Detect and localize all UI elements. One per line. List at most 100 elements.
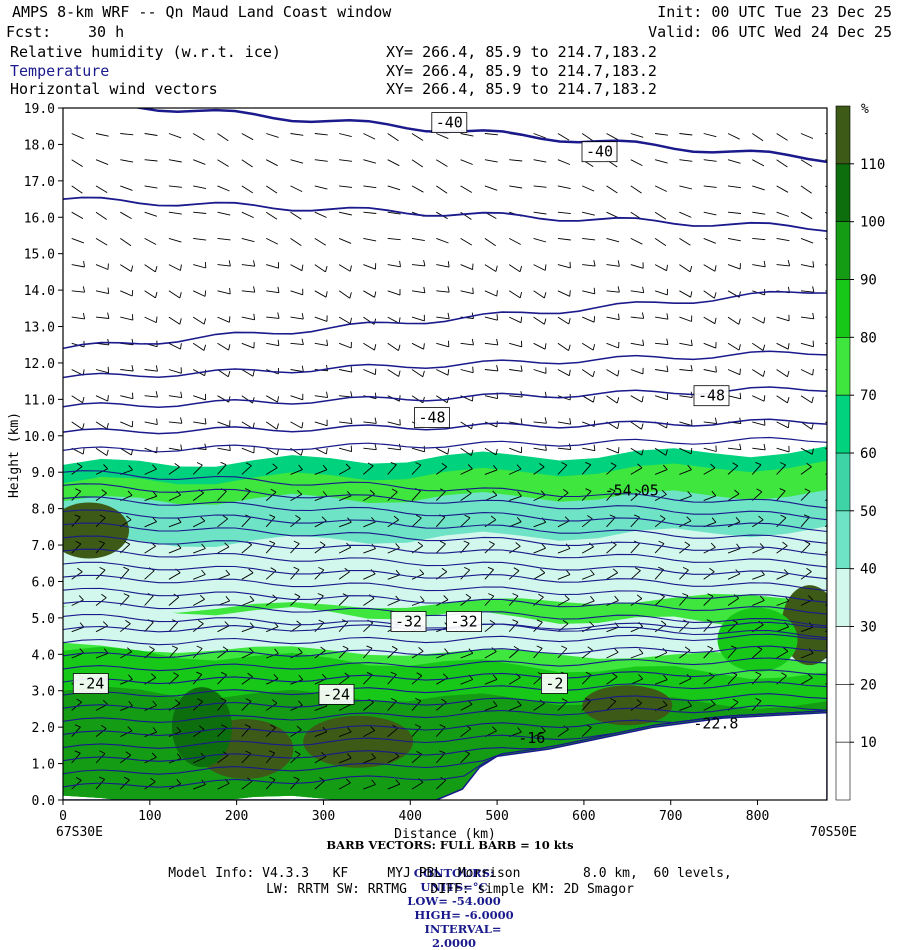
y-tick-label: 12.0 xyxy=(24,357,55,372)
x-tick-label: 500 xyxy=(485,809,508,824)
y-tick-label: 17.0 xyxy=(24,175,55,190)
wind-barb-flag xyxy=(473,288,474,294)
colorbar-label: 90 xyxy=(860,273,877,289)
wind-barb-flag xyxy=(132,314,133,320)
wind-barb-flag xyxy=(108,367,109,373)
wind-barb-flag xyxy=(570,290,571,296)
colorbar-segment xyxy=(836,280,850,338)
wind-barb-flag xyxy=(400,419,401,425)
model-physics: LW: RRTM SW: RRTMG DIFF: simple KM: 2D S… xyxy=(0,882,900,897)
wind-barb-flag xyxy=(829,567,834,570)
wind-barb-flag xyxy=(829,515,834,518)
wind-barb-flag xyxy=(230,288,231,294)
contours-interval-value: 2.0000 xyxy=(432,936,476,950)
y-tick-label: 6.0 xyxy=(32,575,55,590)
wind-barb-flag xyxy=(497,314,498,320)
x-tick-label: 100 xyxy=(138,809,161,824)
y-tick-label: 19.0 xyxy=(24,102,55,117)
y-tick-label: 0.0 xyxy=(32,794,55,809)
wind-barb-flag xyxy=(132,393,133,399)
barb-note: BARB VECTORS: FULL BARB = 10 kts xyxy=(0,838,900,852)
y-tick-label: 5.0 xyxy=(32,612,55,627)
colorbar-segment xyxy=(836,164,850,222)
y-tick-label: 13.0 xyxy=(24,321,55,336)
wind-barb-flag xyxy=(132,290,133,296)
colorbar-label: 80 xyxy=(860,330,877,346)
y-tick-label: 7.0 xyxy=(32,539,55,554)
contour-label: -22.8 xyxy=(693,715,738,733)
x-tick-label: 200 xyxy=(225,809,248,824)
x-tick-label: 300 xyxy=(312,809,335,824)
wind-barb-flag xyxy=(497,290,498,296)
wind-barb-flag xyxy=(740,369,741,375)
wind-barb-flag xyxy=(831,490,836,494)
y-tick-label: 2.0 xyxy=(32,721,55,736)
wind-barb-flag xyxy=(400,395,401,401)
contour-label: -16 xyxy=(518,729,545,747)
colorbar-segment xyxy=(836,337,850,395)
colorbar-segment xyxy=(836,627,850,685)
x-tick-label: 400 xyxy=(399,809,422,824)
contour-label: -40 xyxy=(436,114,463,132)
wind-barb-flag xyxy=(740,393,741,399)
y-tick-label: 16.0 xyxy=(24,211,55,226)
y-tick-label: 15.0 xyxy=(24,248,55,263)
colorbar-segment xyxy=(836,569,850,627)
contours-interval: INTERVAL= xyxy=(424,922,501,936)
colorbar-segment xyxy=(836,453,850,511)
x-axis: 0 100 200 300 400 500 600 700 800 xyxy=(59,800,769,824)
rh-blob-80 xyxy=(718,608,798,672)
contour-label: -24 xyxy=(323,685,350,703)
colorbar-unit: % xyxy=(861,102,869,117)
wind-barb-flag xyxy=(594,316,595,322)
colorbar-label: 70 xyxy=(860,388,877,404)
y-tick-label: 9.0 xyxy=(32,466,55,481)
wind-barb-flag xyxy=(594,288,595,294)
contour-label: -24 xyxy=(77,675,104,693)
colorbar-segment xyxy=(836,742,850,800)
colorbar-label: 50 xyxy=(860,504,877,520)
colorbar-label: 40 xyxy=(860,562,877,578)
x-tick-label: 600 xyxy=(572,809,595,824)
x-tick-label: 0 xyxy=(59,809,67,824)
contour-label: -32 xyxy=(395,613,422,631)
contour-label: -54.05 xyxy=(605,481,659,499)
x-tick-label: 700 xyxy=(659,809,682,824)
colorbar-segment xyxy=(836,395,850,453)
y-tick-label: 1.0 xyxy=(32,758,55,773)
y-tick-label: 3.0 xyxy=(32,685,55,700)
contours-high: HIGH= -6.0000 xyxy=(414,908,513,922)
model-info: Model Info: V4.3.3 KF MYJ PBL Morrison 8… xyxy=(0,866,900,881)
wind-barb-flag xyxy=(828,541,834,543)
y-tick-label: 10.0 xyxy=(24,430,55,445)
y-tick-label: 8.0 xyxy=(32,503,55,518)
contour-label: -48 xyxy=(418,409,445,427)
y-tick-label: 18.0 xyxy=(24,138,55,153)
colorbar-segment xyxy=(836,106,850,164)
colorbar-label: 10 xyxy=(860,735,877,751)
colorbar-segment xyxy=(836,684,850,742)
colorbar-label: 30 xyxy=(860,620,877,636)
cross-section-chart: -40 -40 -48 -48 -32 -32 -24 -24 -2 -16 -54.05 -22.8… xyxy=(0,0,900,900)
wind-barb-flag xyxy=(473,367,474,373)
colorbar-label: 60 xyxy=(860,446,877,462)
y-tick-label: 4.0 xyxy=(32,648,55,663)
y-axis-label: Height (km) xyxy=(7,412,22,498)
y-tick-label: 11.0 xyxy=(24,393,55,408)
contour-label: -40 xyxy=(586,143,613,161)
wind-barb-flag xyxy=(108,395,109,401)
y-tick-label: 14.0 xyxy=(24,284,55,299)
colorbar-label: 100 xyxy=(860,215,885,231)
wind-barb-flag xyxy=(229,316,230,322)
colorbar-segment xyxy=(836,222,850,280)
contour-label: -2 xyxy=(545,675,563,693)
contour-label: -48 xyxy=(698,387,725,405)
wind-barb-flag xyxy=(831,594,836,597)
colorbar-label: 110 xyxy=(860,157,885,173)
rh-blob-100 xyxy=(49,502,129,558)
x-tick-label: 800 xyxy=(746,809,769,824)
rh-blob-100 xyxy=(582,685,672,725)
y-axis: 0.0 1.0 2.0 3.0 4.0 5.0 6.0 7.0 8.0 9.0 10.0 11.0 12… xyxy=(24,102,63,809)
contour-label: -32 xyxy=(451,613,478,631)
